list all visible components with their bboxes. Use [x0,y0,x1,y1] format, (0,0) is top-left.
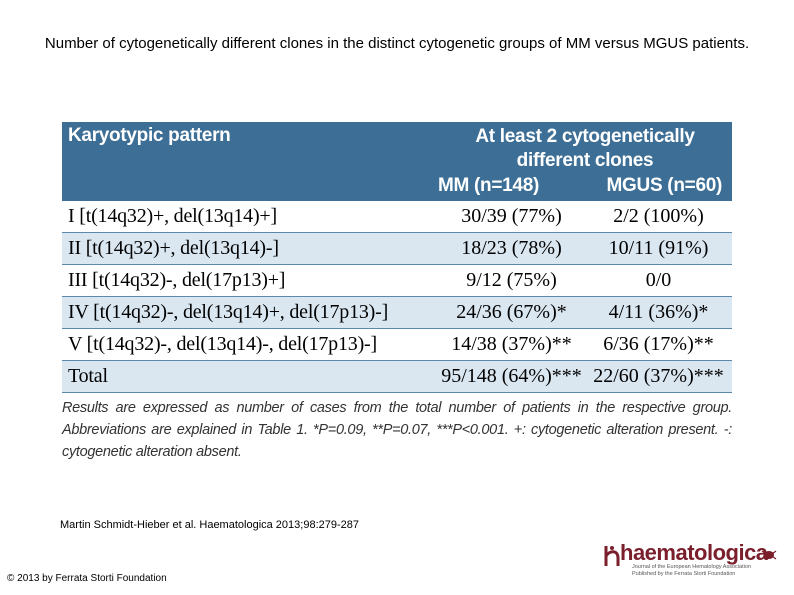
cell-mgus: 2/2 (100%) [585,201,732,233]
logo-emblem-icon [761,550,777,560]
cell-mm: 30/39 (77%) [438,201,585,233]
copyright: © 2013 by Ferrata Storti Foundation [7,573,167,584]
cell-mm: 14/38 (37%)** [438,328,585,361]
cell-mm: 95/148 (64%)*** [438,360,585,393]
cell-mm: 9/12 (75%) [438,264,585,297]
cell-pattern: I [t(14q32)+, del(13q14)+] [62,201,438,233]
table-figure: Karyotypic pattern At least 2 cytogeneti… [62,122,732,463]
cell-pattern: V [t(14q32)-, del(13q14)-, del(17p13)-] [62,328,438,361]
table-row: II [t(14q32)+, del(13q14)-] 18/23 (78%) … [62,232,732,265]
cell-mm: 18/23 (78%) [438,232,585,265]
cell-pattern: III [t(14q32)-, del(17p13)+] [62,264,438,297]
karyotype-table: Karyotypic pattern At least 2 cytogeneti… [62,122,732,393]
logo-mark-icon [604,546,620,566]
logo-wordmark: haematologica [620,540,768,565]
header-mgus: MGUS (n=60) [606,175,723,196]
table-body: I [t(14q32)+, del(13q14)+] 30/39 (77%) 2… [62,201,732,393]
cell-mgus: 4/11 (36%)* [585,296,732,329]
citation: Martin Schmidt-Hieber et al. Haematologi… [60,519,359,531]
logo-tagline: Journal of the European Hematology Assoc… [632,564,751,577]
header-group-line2: different clones [516,150,654,171]
header-group-line1: At least 2 cytogenetically [475,126,695,147]
table-row-total: Total 95/148 (64%)*** 22/60 (37%)*** [62,360,732,393]
cell-mgus: 6/36 (17%)** [585,328,732,361]
slide-title: Number of cytogenetically different clon… [44,35,750,52]
table-row: III [t(14q32)-, del(17p13)+] 9/12 (75%) … [62,264,732,297]
cell-mgus: 22/60 (37%)*** [585,360,732,393]
table-row: I [t(14q32)+, del(13q14)+] 30/39 (77%) 2… [62,201,732,233]
cell-mgus: 0/0 [585,264,732,297]
cell-mm: 24/36 (67%)* [438,296,585,329]
table-footnote: Results are expressed as number of cases… [62,400,732,460]
header-mm: MM (n=148) [438,175,539,196]
cell-pattern: II [t(14q32)+, del(13q14)-] [62,232,438,265]
table-row: IV [t(14q32)-, del(13q14)+, del(17p13)-]… [62,296,732,329]
table-row: V [t(14q32)-, del(13q14)-, del(17p13)-] … [62,328,732,361]
cell-mgus: 10/11 (91%) [585,232,732,265]
haematologica-logo: haematologica Journal of the European He… [602,540,782,584]
cell-pattern: IV [t(14q32)-, del(13q14)+, del(17p13)-] [62,296,438,329]
header-clone-groups: At least 2 cytogenetically different clo… [438,122,732,201]
cell-pattern: Total [62,360,438,393]
header-karyotypic-pattern: Karyotypic pattern [62,122,438,201]
table-header: Karyotypic pattern At least 2 cytogeneti… [62,122,732,201]
